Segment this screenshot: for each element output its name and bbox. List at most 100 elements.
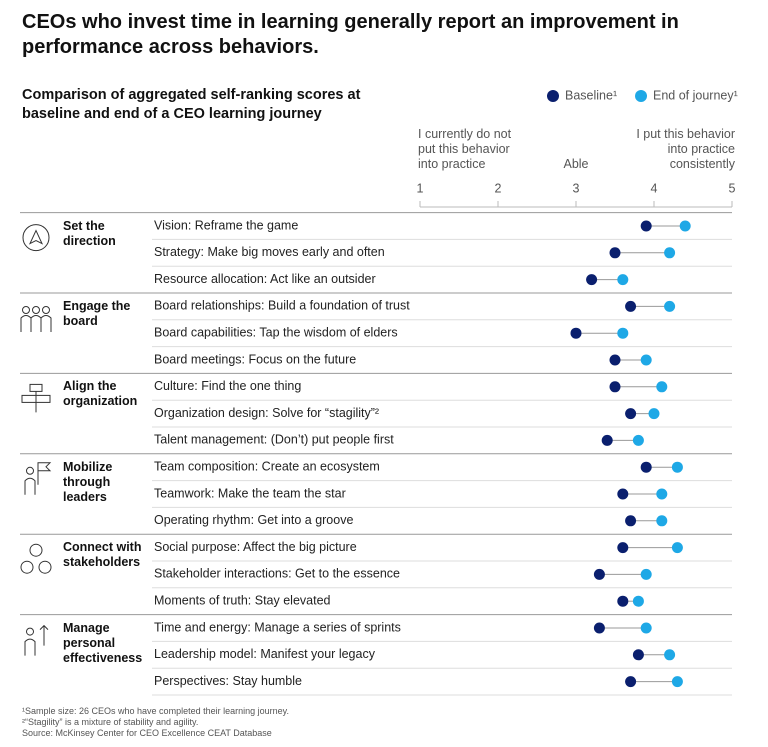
footnote: ²“Stagility” is a mixture of stability a… <box>22 717 199 727</box>
dot <box>609 381 621 393</box>
dot <box>671 676 683 688</box>
group-icon <box>24 462 52 495</box>
group-label: Engage the board <box>63 299 131 328</box>
dot <box>625 676 637 688</box>
dot <box>586 274 598 286</box>
dot <box>617 542 629 554</box>
row-label: Moments of truth: Stay elevated <box>154 593 331 607</box>
legend-swatch <box>635 90 647 102</box>
icon <box>30 315 42 332</box>
icon <box>22 224 50 252</box>
x-tick-label: 1 <box>417 181 424 195</box>
dot <box>640 354 652 366</box>
group-label: Align the organization <box>63 379 138 409</box>
dot <box>664 649 676 661</box>
dot <box>640 568 652 580</box>
group-icon <box>20 306 52 332</box>
icon <box>26 466 34 475</box>
icon <box>20 315 32 332</box>
dot <box>656 515 668 527</box>
row-label: Talent management: (Don’t) put people fi… <box>154 433 394 447</box>
chart-title: CEOs who invest time in learning general… <box>22 11 679 58</box>
legend-swatch <box>547 90 559 102</box>
icon <box>24 462 52 495</box>
icon <box>24 624 49 656</box>
dot <box>671 461 683 473</box>
group-label: Connect with stakeholders <box>63 540 142 570</box>
row-label: Strategy: Make big moves early and often <box>154 245 385 259</box>
icon <box>40 315 52 332</box>
row-label: Stakeholder interactions: Get to the ess… <box>154 567 400 581</box>
icon <box>29 543 43 557</box>
dot <box>609 354 621 366</box>
dot <box>671 542 683 554</box>
dot <box>617 274 629 286</box>
dot <box>656 381 668 393</box>
icon <box>28 229 44 245</box>
dot <box>625 408 637 420</box>
dot <box>593 568 605 580</box>
dot <box>617 327 629 339</box>
group-label: Manage personal effectiveness <box>63 620 143 665</box>
dot <box>632 434 644 446</box>
axis-annotation: I currently do not put this behavior int… <box>418 127 512 171</box>
group-icon <box>24 624 49 656</box>
icon <box>20 560 34 574</box>
group-icon <box>21 383 51 413</box>
row-label: Board relationships: Build a foundation … <box>154 299 410 313</box>
icon <box>26 627 34 636</box>
legend-label: End of journey¹ <box>653 88 738 102</box>
row-label: Resource allocation: Act like an outside… <box>154 272 376 286</box>
icon <box>32 306 40 314</box>
icon <box>42 306 50 314</box>
dot <box>625 300 637 312</box>
row-label: Teamwork: Make the team the star <box>154 486 346 500</box>
row-label: Team composition: Create an ecosystem <box>154 459 380 473</box>
dot <box>609 247 621 259</box>
dot <box>632 595 644 607</box>
dot <box>593 622 605 634</box>
dot <box>648 408 660 420</box>
legend-label: Baseline¹ <box>565 88 617 102</box>
dot <box>617 595 629 607</box>
x-tick-label: 5 <box>729 181 736 195</box>
x-tick-label: 2 <box>495 181 502 195</box>
dot <box>570 327 582 339</box>
footnote: Source: McKinsey Center for CEO Excellen… <box>22 728 272 738</box>
dot <box>664 300 676 312</box>
dot <box>664 247 676 259</box>
dot <box>625 515 637 527</box>
axis-annotation: Able <box>563 157 589 171</box>
row-label: Perspectives: Stay humble <box>154 674 302 688</box>
footnote: ¹Sample size: 26 CEOs who have completed… <box>22 706 289 716</box>
icon <box>22 306 30 314</box>
dot <box>679 220 691 232</box>
axis-annotation: I put this behavior into practice consis… <box>636 127 735 171</box>
row-label: Vision: Reframe the game <box>154 218 298 232</box>
row-label: Culture: Find the one thing <box>154 379 301 393</box>
icon <box>38 560 52 574</box>
row-label: Operating rhythm: Get into a groove <box>154 513 353 527</box>
dot <box>640 461 652 473</box>
dot <box>640 622 652 634</box>
group-icon <box>22 224 50 252</box>
chart-subtitle: Comparison of aggregated self-ranking sc… <box>22 87 361 122</box>
x-tick-label: 4 <box>651 181 658 195</box>
dot <box>640 220 652 232</box>
dot <box>617 488 629 500</box>
dot <box>632 649 644 661</box>
dot <box>656 488 668 500</box>
group-label: Mobilize through leaders <box>63 459 113 504</box>
dot <box>601 434 613 446</box>
row-label: Board meetings: Focus on the future <box>154 352 356 366</box>
x-tick-label: 3 <box>573 181 580 195</box>
row-label: Time and energy: Manage a series of spri… <box>154 620 401 634</box>
row-label: Leadership model: Manifest your legacy <box>154 647 376 661</box>
group-label: Set the direction <box>63 218 116 248</box>
row-label: Social purpose: Affect the big picture <box>154 540 357 554</box>
icon <box>29 383 43 392</box>
group-icon <box>20 543 52 574</box>
row-label: Organization design: Solve for “stagilit… <box>154 406 379 420</box>
